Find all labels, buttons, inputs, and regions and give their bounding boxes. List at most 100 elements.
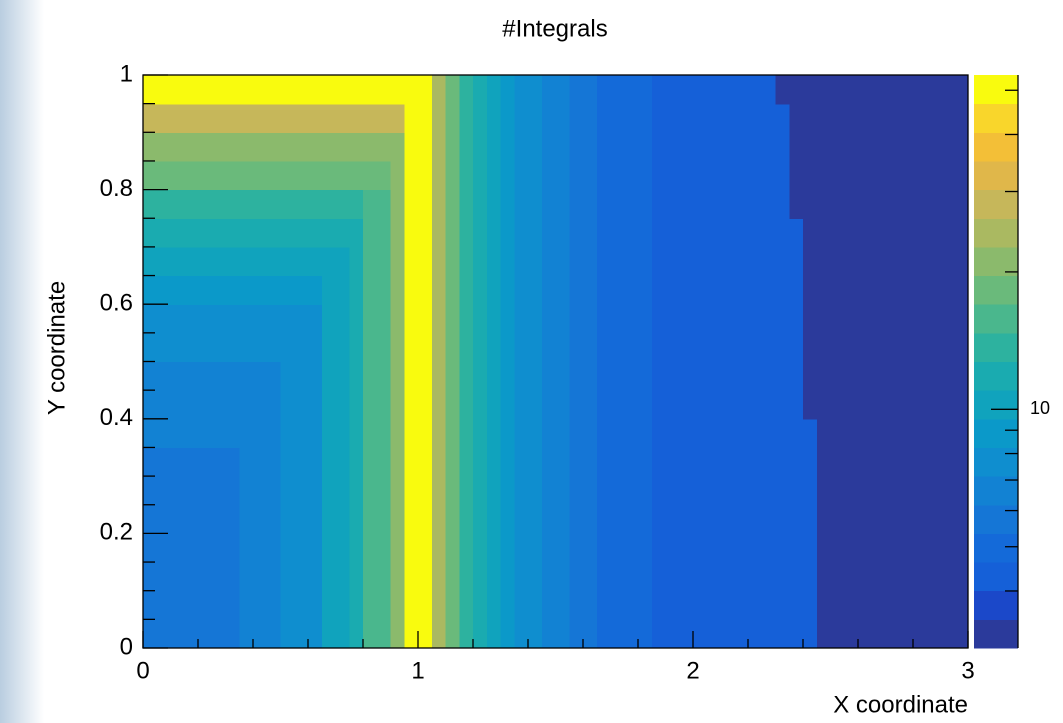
cell xyxy=(817,447,831,476)
cell xyxy=(776,591,790,620)
cell xyxy=(239,75,253,104)
cell xyxy=(693,562,707,591)
cell xyxy=(569,276,583,305)
cell xyxy=(638,190,652,219)
cell xyxy=(693,533,707,562)
cell xyxy=(514,419,528,448)
cell xyxy=(143,390,157,419)
cell xyxy=(776,75,790,104)
cell xyxy=(762,161,776,190)
cell xyxy=(212,447,226,476)
cell xyxy=(611,304,625,333)
cell xyxy=(927,533,941,562)
cell xyxy=(253,333,267,362)
cell xyxy=(831,362,845,391)
cell xyxy=(253,276,267,305)
cell xyxy=(638,562,652,591)
cell xyxy=(432,75,446,104)
cell xyxy=(404,333,418,362)
cell xyxy=(198,218,212,247)
cell xyxy=(171,505,185,534)
cell xyxy=(363,161,377,190)
cell xyxy=(391,75,405,104)
cell xyxy=(336,533,350,562)
cell xyxy=(143,161,157,190)
cell xyxy=(858,390,872,419)
cell xyxy=(446,276,460,305)
cell xyxy=(336,447,350,476)
cell xyxy=(941,619,955,648)
cell xyxy=(294,161,308,190)
cell xyxy=(459,505,473,534)
cell xyxy=(198,190,212,219)
cell xyxy=(638,591,652,620)
cell xyxy=(707,161,721,190)
cell xyxy=(927,476,941,505)
cell xyxy=(308,161,322,190)
cell xyxy=(707,304,721,333)
cell xyxy=(583,132,597,161)
cell xyxy=(528,533,542,562)
cell xyxy=(363,132,377,161)
cell xyxy=(226,276,240,305)
cell xyxy=(404,533,418,562)
cell xyxy=(487,333,501,362)
cell xyxy=(446,247,460,276)
cell xyxy=(349,75,363,104)
cell xyxy=(322,276,336,305)
cell xyxy=(198,562,212,591)
cell xyxy=(432,591,446,620)
cell xyxy=(762,390,776,419)
cell xyxy=(762,104,776,133)
cell xyxy=(418,304,432,333)
cell xyxy=(446,533,460,562)
cell xyxy=(336,476,350,505)
cell xyxy=(776,362,790,391)
cell xyxy=(707,619,721,648)
cell xyxy=(624,132,638,161)
cell xyxy=(858,75,872,104)
cell xyxy=(363,419,377,448)
cell xyxy=(377,419,391,448)
cell xyxy=(514,333,528,362)
cell xyxy=(294,218,308,247)
cell xyxy=(597,505,611,534)
cell xyxy=(954,104,968,133)
cell xyxy=(542,619,556,648)
cell xyxy=(253,533,267,562)
cell xyxy=(679,218,693,247)
cell xyxy=(363,562,377,591)
cell xyxy=(624,476,638,505)
cell xyxy=(652,505,666,534)
cell xyxy=(652,132,666,161)
cell xyxy=(418,419,432,448)
cell xyxy=(198,505,212,534)
cell xyxy=(679,619,693,648)
cell xyxy=(143,132,157,161)
cell xyxy=(143,75,157,104)
cell xyxy=(666,104,680,133)
cell xyxy=(487,533,501,562)
cell xyxy=(927,591,941,620)
cell xyxy=(349,562,363,591)
cell xyxy=(817,591,831,620)
cell xyxy=(886,619,900,648)
cell xyxy=(253,591,267,620)
cell xyxy=(817,505,831,534)
cell xyxy=(184,362,198,391)
cell xyxy=(886,533,900,562)
cell xyxy=(693,390,707,419)
cell xyxy=(583,218,597,247)
cell xyxy=(569,505,583,534)
cell xyxy=(776,276,790,305)
cell xyxy=(294,419,308,448)
cell xyxy=(487,161,501,190)
cell xyxy=(267,562,281,591)
cell xyxy=(239,362,253,391)
cell xyxy=(432,190,446,219)
cell xyxy=(789,304,803,333)
cell xyxy=(212,562,226,591)
cell xyxy=(322,218,336,247)
cell xyxy=(281,333,295,362)
cell xyxy=(762,362,776,391)
